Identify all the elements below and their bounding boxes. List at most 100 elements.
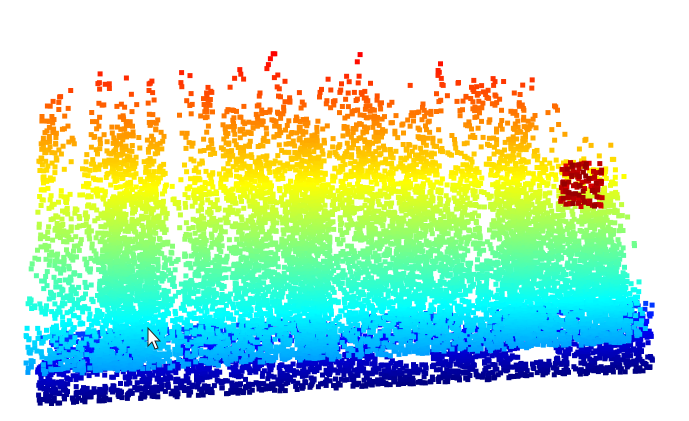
point (167, 365, 173, 371)
point (37, 400, 43, 406)
point (64, 352, 70, 358)
point (411, 362, 416, 368)
point (298, 383, 304, 389)
point (28, 358, 34, 364)
point (170, 368, 176, 374)
point (48, 366, 54, 372)
point (96, 398, 102, 404)
point (296, 335, 302, 341)
point (608, 339, 614, 345)
point (105, 331, 111, 337)
point (336, 354, 342, 360)
point (215, 328, 221, 334)
point (155, 394, 161, 400)
point (399, 370, 405, 376)
point (403, 380, 408, 385)
point (402, 374, 408, 380)
point (65, 359, 71, 364)
point (283, 339, 289, 345)
point (588, 332, 594, 338)
point (646, 328, 652, 334)
point (158, 351, 164, 357)
point (198, 358, 204, 364)
point (617, 362, 623, 368)
point (587, 362, 593, 368)
point (90, 390, 96, 395)
point (298, 348, 304, 354)
point (114, 372, 120, 377)
point (404, 368, 410, 374)
point (70, 373, 76, 379)
point (470, 327, 475, 333)
point (516, 340, 522, 346)
point (315, 364, 320, 370)
point (458, 336, 464, 342)
point (242, 341, 248, 347)
point (23, 333, 29, 339)
point (163, 363, 169, 369)
point (92, 365, 98, 371)
point (497, 352, 503, 358)
point (396, 351, 402, 357)
point (622, 369, 628, 375)
point (168, 391, 174, 397)
point (361, 383, 367, 389)
point (370, 367, 376, 373)
point (459, 350, 465, 356)
point (142, 369, 148, 375)
point (84, 385, 90, 391)
point (89, 353, 95, 359)
point (437, 358, 443, 364)
point (579, 353, 585, 359)
point (560, 330, 566, 336)
point (78, 375, 84, 381)
point (481, 351, 487, 357)
point (202, 383, 208, 389)
point (53, 367, 59, 372)
point (202, 372, 208, 378)
point (381, 328, 387, 334)
point (86, 373, 92, 379)
point (25, 344, 31, 350)
point (438, 335, 444, 341)
point (434, 345, 440, 350)
point (82, 396, 88, 402)
point (519, 338, 525, 344)
point (84, 336, 90, 342)
point (503, 359, 509, 365)
point (129, 346, 135, 351)
point (284, 367, 290, 373)
point (436, 374, 442, 380)
point (633, 336, 639, 342)
point (250, 381, 256, 387)
point (593, 321, 599, 327)
point (50, 385, 56, 391)
point (213, 354, 219, 360)
point (603, 331, 609, 336)
point (203, 342, 209, 348)
point (554, 332, 560, 337)
point (155, 351, 161, 357)
point (64, 365, 70, 371)
point (555, 348, 561, 353)
point (359, 351, 365, 357)
point (348, 363, 354, 369)
point (76, 395, 81, 401)
point (208, 324, 214, 330)
point (114, 387, 120, 393)
point (151, 361, 157, 367)
point (323, 336, 329, 342)
point (100, 344, 106, 350)
point (208, 350, 214, 356)
point (473, 368, 479, 374)
point (295, 355, 300, 360)
point (484, 351, 490, 357)
point (414, 337, 419, 343)
point (53, 335, 59, 341)
point (246, 384, 252, 390)
point (136, 368, 142, 374)
point (416, 367, 422, 373)
point (350, 355, 355, 361)
point (406, 376, 412, 382)
